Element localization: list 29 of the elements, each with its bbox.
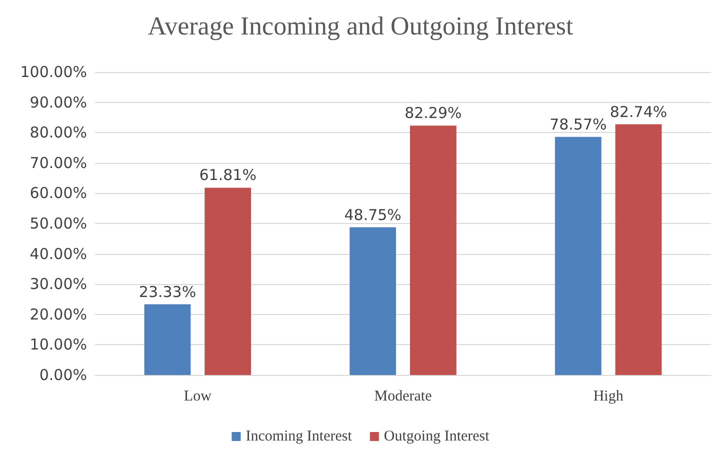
bar bbox=[410, 126, 456, 375]
x-tick-label: Moderate bbox=[374, 388, 432, 404]
bar bbox=[554, 136, 602, 375]
x-tick-label: High bbox=[593, 388, 624, 404]
x-tick-label: Low bbox=[184, 388, 212, 404]
y-tick-label: 30.00% bbox=[30, 275, 87, 294]
y-tick-label: 80.00% bbox=[30, 124, 87, 142]
data-label: 61.81% bbox=[199, 166, 256, 184]
legend-label: Outgoing Interest bbox=[384, 428, 490, 444]
data-label: 82.74% bbox=[610, 102, 668, 121]
y-tick-label: 90.00% bbox=[30, 93, 87, 112]
y-tick-label: 0.00% bbox=[39, 366, 87, 384]
y-tick-label: 50.00% bbox=[30, 214, 87, 232]
y-tick-label: 20.00% bbox=[30, 305, 87, 324]
y-tick-label: 100.00% bbox=[20, 63, 87, 81]
bar bbox=[350, 227, 396, 375]
y-tick-label: 60.00% bbox=[30, 184, 87, 202]
bar bbox=[615, 124, 662, 375]
y-tick-label: 70.00% bbox=[30, 154, 87, 172]
data-label: 82.29% bbox=[404, 104, 462, 122]
chart-title: Average Incoming and Outgoing Interest bbox=[148, 12, 574, 40]
bar bbox=[144, 304, 191, 375]
data-label: 48.75% bbox=[344, 206, 402, 224]
legend-label: Incoming Interest bbox=[246, 428, 353, 444]
bar bbox=[204, 188, 252, 375]
y-tick-label: 40.00% bbox=[30, 244, 87, 263]
y-tick-label: 10.00% bbox=[30, 336, 87, 354]
data-label: 23.33% bbox=[138, 282, 196, 301]
data-label: 78.57% bbox=[550, 115, 607, 134]
